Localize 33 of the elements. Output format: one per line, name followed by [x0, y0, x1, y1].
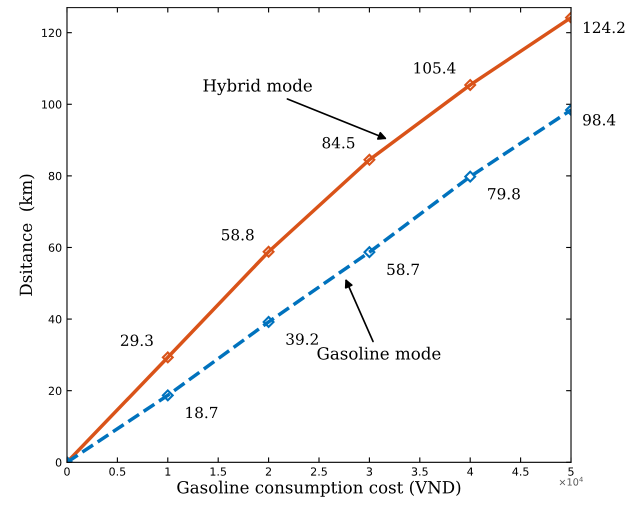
x-tick-label: 5 — [568, 467, 574, 476]
data-label: 58.8 — [222, 228, 254, 240]
x-tick-label: 0.5 — [109, 467, 126, 476]
x-axis-title: Gasoline consumption cost (VND) — [177, 480, 460, 497]
data-label: 84.5 — [322, 136, 354, 148]
text: ×10$^{4}$ — [560, 476, 583, 486]
x-tick-label: 0 — [64, 467, 70, 476]
x-tick-label: 1.5 — [210, 467, 226, 476]
x-tick-label: 3 — [366, 467, 372, 476]
y-tick-label: 100 — [42, 100, 62, 109]
x-tick-label: 2 — [266, 467, 272, 476]
data-label: 105.4 — [414, 62, 456, 74]
y-axis-title: Dsitance (km) — [19, 174, 34, 296]
y-tick-label: 120 — [42, 28, 62, 38]
x-tick-label: 4.5 — [512, 467, 528, 476]
x-tick-label: 1 — [165, 467, 170, 476]
data-label: 98.4 — [583, 114, 616, 126]
data-label: 58.7 — [387, 264, 419, 276]
x-tick-label: 3.5 — [412, 467, 428, 476]
annotation: Gasoline mode — [317, 346, 440, 360]
y-tick-label: 20 — [48, 386, 62, 396]
y-tick-label: 0 — [56, 458, 62, 467]
y-tick-label: 40 — [48, 315, 62, 324]
y-tick-label: 60 — [48, 243, 62, 252]
data-label: 79.8 — [488, 188, 520, 200]
annotation: Hybrid mode — [203, 78, 312, 96]
x-tick-label: 2.5 — [310, 467, 327, 476]
data-label: 124.2 — [584, 22, 624, 34]
data-label: 29.3 — [120, 334, 153, 346]
x-tick-label: 4 — [467, 467, 474, 476]
y-tick-label: 80 — [48, 172, 62, 180]
data-label: 39.2 — [286, 333, 318, 345]
data-label: 18.7 — [186, 406, 218, 418]
